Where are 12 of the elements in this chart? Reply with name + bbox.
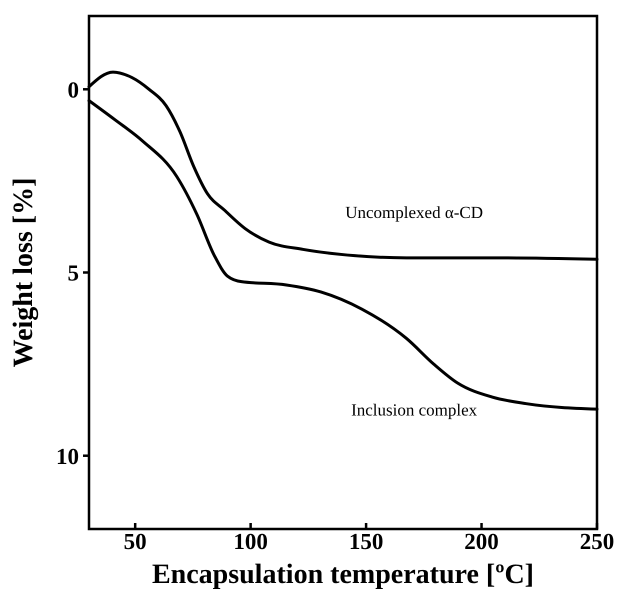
x-tick-label: 200 [464, 529, 499, 554]
x-tick-label: 100 [233, 529, 268, 554]
y-axis-title: Weight loss [%] [8, 178, 39, 368]
x-tick-label: 150 [348, 529, 384, 554]
y-tick-label: 10 [56, 444, 79, 469]
y-tick-label: 0 [68, 77, 79, 102]
series-label: Uncomplexed α-CD [345, 202, 484, 222]
x-tick-label: 250 [580, 529, 614, 554]
series-label: Inclusion complex [351, 400, 478, 420]
x-tick-label: 50 [124, 529, 147, 554]
y-tick-label: 5 [68, 260, 79, 286]
x-axis-title: Encapsulation temperature [ºC] [152, 559, 534, 590]
